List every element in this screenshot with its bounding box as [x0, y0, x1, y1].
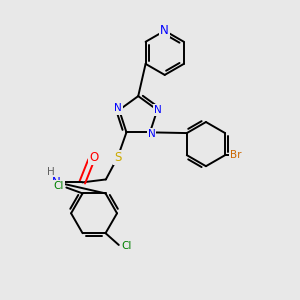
Text: O: O	[89, 151, 99, 164]
Text: N: N	[114, 103, 122, 113]
Text: Br: Br	[230, 150, 241, 160]
Text: S: S	[114, 151, 121, 164]
Text: H: H	[47, 167, 55, 177]
Text: N: N	[51, 176, 60, 189]
Text: N: N	[160, 24, 169, 37]
Text: Cl: Cl	[54, 181, 64, 191]
Text: N: N	[148, 129, 155, 139]
Text: Cl: Cl	[121, 242, 131, 251]
Text: N: N	[154, 105, 162, 115]
